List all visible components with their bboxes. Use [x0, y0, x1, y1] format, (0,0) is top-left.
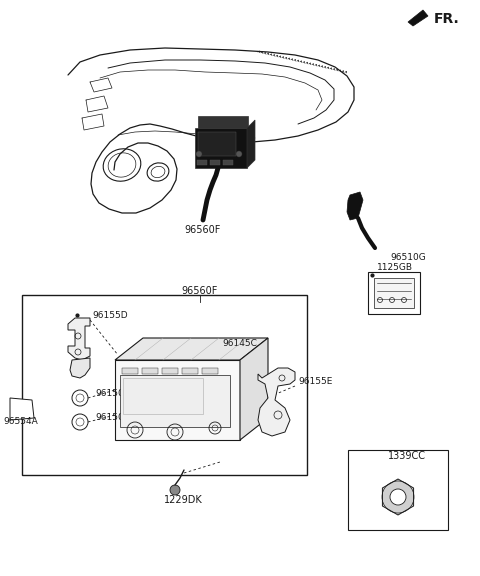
- Polygon shape: [115, 338, 268, 360]
- Bar: [195, 128, 247, 168]
- Text: 1339CC: 1339CC: [388, 451, 426, 461]
- Bar: [202, 368, 218, 374]
- Text: 96510G: 96510G: [390, 253, 426, 263]
- Bar: [182, 368, 198, 374]
- Text: 1229DK: 1229DK: [164, 495, 203, 505]
- Bar: [368, 272, 420, 314]
- Text: 96554A: 96554A: [4, 416, 38, 426]
- Text: 1125GB: 1125GB: [377, 263, 413, 272]
- Polygon shape: [347, 192, 363, 220]
- Text: 96560F: 96560F: [185, 225, 221, 235]
- Polygon shape: [383, 479, 414, 515]
- Circle shape: [196, 151, 202, 157]
- Polygon shape: [258, 368, 295, 436]
- Bar: [374, 278, 414, 308]
- Text: 96150B: 96150B: [95, 414, 130, 423]
- Polygon shape: [408, 10, 428, 26]
- Bar: [115, 360, 240, 440]
- Bar: [198, 132, 236, 156]
- Polygon shape: [68, 318, 90, 360]
- Bar: [348, 450, 448, 530]
- Bar: [22, 295, 307, 475]
- Bar: [198, 116, 248, 128]
- Polygon shape: [10, 398, 34, 420]
- Bar: [142, 368, 158, 374]
- Circle shape: [170, 485, 180, 495]
- Bar: [223, 160, 233, 165]
- Bar: [197, 160, 207, 165]
- Bar: [122, 368, 138, 374]
- Text: 96150B: 96150B: [95, 388, 130, 397]
- Bar: [120, 375, 230, 427]
- Circle shape: [236, 151, 242, 157]
- Text: FR.: FR.: [434, 12, 460, 26]
- Polygon shape: [247, 120, 255, 168]
- Circle shape: [390, 489, 406, 505]
- Polygon shape: [240, 338, 268, 440]
- Text: 96155E: 96155E: [298, 377, 332, 386]
- Bar: [210, 160, 220, 165]
- Polygon shape: [70, 358, 90, 378]
- Bar: [123, 378, 203, 414]
- Text: 96155D: 96155D: [92, 312, 128, 320]
- Bar: [162, 368, 178, 374]
- Text: 96145C: 96145C: [222, 339, 257, 347]
- Text: 96560F: 96560F: [182, 286, 218, 296]
